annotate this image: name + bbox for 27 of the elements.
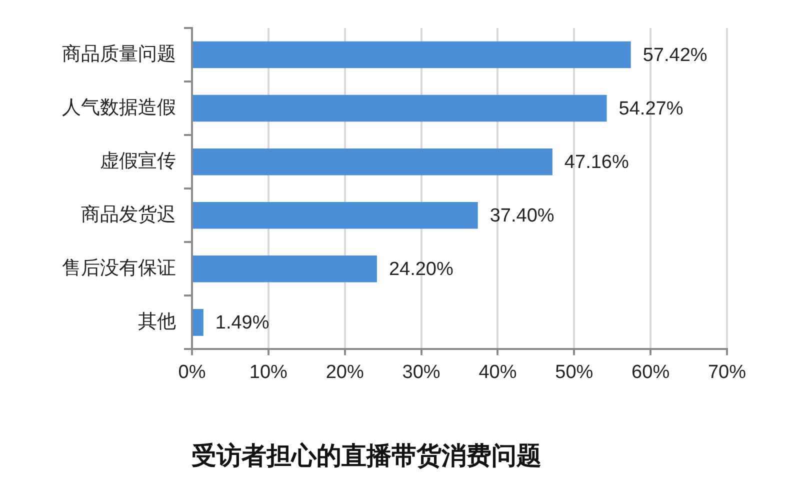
x-tick-label: 0%: [178, 362, 206, 383]
text: 受访者担心的直播带货消费问题: [192, 442, 542, 470]
bar: [193, 94, 607, 122]
data-label: 54.27%: [618, 98, 684, 120]
bar: [193, 309, 204, 336]
y-tick-label: 其他: [138, 312, 176, 333]
data-label: 47.16%: [564, 152, 629, 174]
y-tick-label: 人气数据造假: [62, 98, 176, 119]
x-tick-label: 30%: [402, 362, 440, 383]
y-tick-label: 商品质量问题: [62, 43, 176, 65]
bar: [193, 202, 478, 229]
y-tick-label: 售后没有保证: [62, 258, 176, 280]
data-label: 1.49%: [215, 312, 270, 334]
x-tick-label: 10%: [249, 362, 288, 383]
bar: [193, 41, 631, 68]
y-tick-label: 虚假宣传: [100, 150, 176, 172]
x-tick-label: 50%: [555, 362, 594, 383]
bar: [193, 148, 552, 176]
bar: [193, 256, 377, 282]
data-label: 57.42%: [642, 45, 708, 66]
x-tick-label: 40%: [478, 362, 517, 383]
x-tick-label: 70%: [708, 362, 746, 383]
x-tick-label: 60%: [632, 362, 670, 383]
data-label: 24.20%: [388, 259, 454, 280]
data-label: 37.40%: [490, 206, 554, 227]
y-tick-label: 商品发货迟: [81, 204, 176, 226]
x-tick-label: 20%: [326, 362, 364, 383]
